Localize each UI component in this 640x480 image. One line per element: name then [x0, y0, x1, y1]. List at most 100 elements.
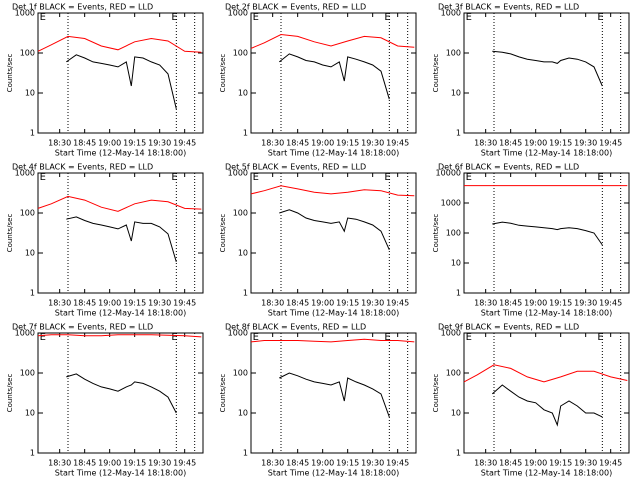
y-axis-label: Counts/sec	[219, 214, 227, 253]
y-tick-label: 10	[451, 259, 461, 268]
annotation: E	[597, 332, 603, 343]
y-tick-label: 100	[446, 49, 461, 58]
x-tick-label: 18:45	[499, 459, 522, 468]
x-tick-label: 19:30	[361, 139, 384, 148]
y-tick-label: 100	[20, 209, 35, 218]
annotation: E	[597, 172, 603, 183]
x-tick-label: 19:15	[549, 459, 572, 468]
chart-title: Det 6f BLACK = Events, RED = LLD	[438, 163, 579, 172]
x-tick-label: 19:00	[524, 139, 547, 148]
plot-frame	[463, 332, 630, 454]
x-axis-label: Start Time (12-May-14 18:18:00)	[268, 309, 399, 318]
x-tick-label: 19:45	[599, 459, 622, 468]
x-tick-label: 19:30	[148, 139, 171, 148]
y-tick-label: 1	[243, 129, 248, 138]
series-line	[66, 54, 177, 110]
y-tick-label: 10	[451, 409, 461, 418]
y-tick-label: 1	[30, 289, 35, 298]
x-tick-label: 19:00	[311, 459, 334, 468]
y-tick-label: 1000	[441, 9, 461, 18]
y-axis-label: Counts/sec	[6, 54, 14, 93]
series-line	[279, 209, 390, 251]
annotation: E	[171, 332, 177, 343]
x-tick-label: 18:45	[286, 139, 309, 148]
y-tick-label: 10	[238, 89, 248, 98]
x-axis-label: Start Time (12-May-14 18:18:00)	[55, 149, 186, 158]
x-axis-label: Start Time (12-May-14 18:18:00)	[481, 309, 612, 318]
chart-title: Det 5f BLACK = Events, RED = LLD	[225, 163, 366, 172]
x-tick-label: 18:45	[499, 139, 522, 148]
x-tick-label: 19:15	[123, 459, 146, 468]
x-tick-label: 18:30	[261, 459, 284, 468]
x-axis-label: Start Time (12-May-14 18:18:00)	[481, 149, 612, 158]
x-tick-label: 19:45	[386, 299, 409, 308]
y-axis-label: Counts/sec	[219, 54, 227, 93]
chart-title: Det 2f BLACK = Events, RED = LLD	[225, 3, 366, 12]
chart-title: Det 4f BLACK = Events, RED = LLD	[12, 163, 153, 172]
x-tick-label: 19:15	[549, 139, 572, 148]
annotation: E	[597, 12, 603, 23]
x-tick-label: 19:15	[123, 299, 146, 308]
x-tick-label: 18:45	[286, 459, 309, 468]
x-tick-label: 19:30	[361, 299, 384, 308]
plot-frame	[250, 12, 417, 134]
x-tick-label: 19:15	[336, 459, 359, 468]
chart-title: Det 7f BLACK = Events, RED = LLD	[12, 323, 153, 332]
x-tick-label: 19:00	[311, 139, 334, 148]
y-tick-label: 1	[30, 449, 35, 458]
y-tick-label: 100	[20, 49, 35, 58]
series-line	[250, 338, 415, 343]
annotation: E	[171, 12, 177, 23]
series-line	[279, 372, 390, 418]
x-tick-label: 18:30	[48, 299, 71, 308]
x-tick-label: 18:30	[48, 139, 71, 148]
y-tick-label: 10	[238, 249, 248, 258]
x-tick-label: 19:30	[574, 139, 597, 148]
y-tick-label: 10	[25, 249, 35, 258]
x-tick-label: 19:15	[123, 139, 146, 148]
annotation: E	[384, 12, 390, 23]
x-tick-label: 19:00	[98, 139, 121, 148]
annotation: E	[466, 332, 472, 343]
y-tick-label: 1000	[441, 329, 461, 338]
x-tick-label: 19:00	[98, 459, 121, 468]
x-tick-label: 18:45	[73, 459, 96, 468]
x-tick-label: 18:30	[474, 139, 497, 148]
x-tick-label: 19:30	[574, 299, 597, 308]
y-tick-label: 1	[456, 289, 461, 298]
annotation: E	[40, 172, 46, 183]
x-tick-label: 19:45	[386, 459, 409, 468]
plot-frame	[463, 12, 630, 134]
x-tick-label: 19:00	[311, 299, 334, 308]
y-tick-label: 1000	[15, 329, 35, 338]
y-axis-label: Counts/sec	[6, 214, 14, 253]
x-tick-label: 19:15	[549, 299, 572, 308]
x-tick-label: 18:30	[48, 459, 71, 468]
x-tick-label: 19:45	[599, 139, 622, 148]
x-tick-label: 19:45	[173, 299, 196, 308]
x-axis-label: Start Time (12-May-14 18:18:00)	[481, 469, 612, 478]
x-axis-label: Start Time (12-May-14 18:18:00)	[268, 149, 399, 158]
series-line	[37, 334, 202, 338]
series-line	[491, 384, 603, 427]
x-axis-label: Start Time (12-May-14 18:18:00)	[268, 469, 399, 478]
annotation: E	[253, 332, 259, 343]
x-axis-label: Start Time (12-May-14 18:18:00)	[55, 309, 186, 318]
annotation: E	[466, 12, 472, 23]
plot-frame	[37, 332, 204, 454]
y-axis-label: Counts/sec	[432, 54, 440, 93]
x-tick-label: 18:45	[286, 299, 309, 308]
series-line	[37, 35, 202, 53]
y-tick-label: 10	[25, 409, 35, 418]
y-tick-label: 100	[233, 369, 248, 378]
plot-frame	[37, 172, 204, 294]
series-line	[492, 221, 603, 246]
y-axis-label: Counts/sec	[6, 374, 14, 413]
x-tick-label: 19:15	[336, 299, 359, 308]
series-line	[250, 185, 415, 197]
chart-title: Det 1f BLACK = Events, RED = LLD	[12, 3, 153, 12]
annotation: E	[253, 12, 259, 23]
y-tick-label: 10	[238, 409, 248, 418]
x-tick-label: 19:15	[336, 139, 359, 148]
y-tick-label: 100	[446, 229, 461, 238]
